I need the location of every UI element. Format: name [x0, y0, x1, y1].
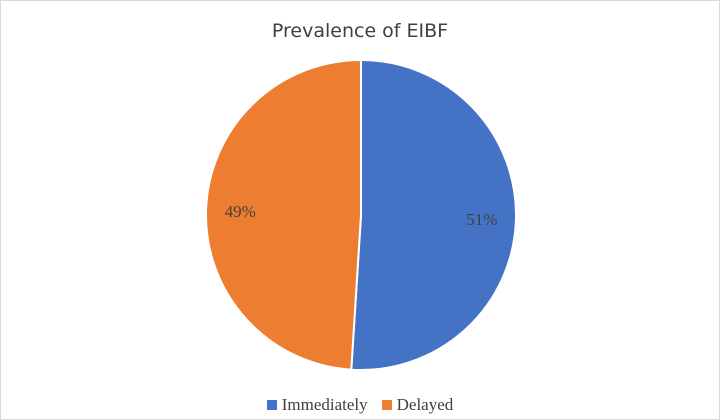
legend-item-delayed: Delayed [381, 395, 454, 415]
pie-slice-delayed [205, 58, 362, 371]
legend: Immediately Delayed [1, 395, 719, 415]
legend-swatch-delayed [381, 400, 392, 410]
data-label-delayed: 49% [225, 202, 256, 221]
pie-labels: 51% 49% [225, 202, 498, 229]
data-label-immediately: 51% [466, 210, 497, 229]
legend-item-immediately: Immediately [266, 395, 368, 415]
legend-swatch-immediately [266, 400, 277, 410]
pie-slices [205, 58, 517, 371]
pie-slice-immediately [350, 58, 517, 371]
legend-label-delayed: Delayed [396, 395, 454, 414]
legend-label-immediately: Immediately [281, 395, 368, 414]
chart-title: Prevalence of EIBF [271, 20, 449, 42]
